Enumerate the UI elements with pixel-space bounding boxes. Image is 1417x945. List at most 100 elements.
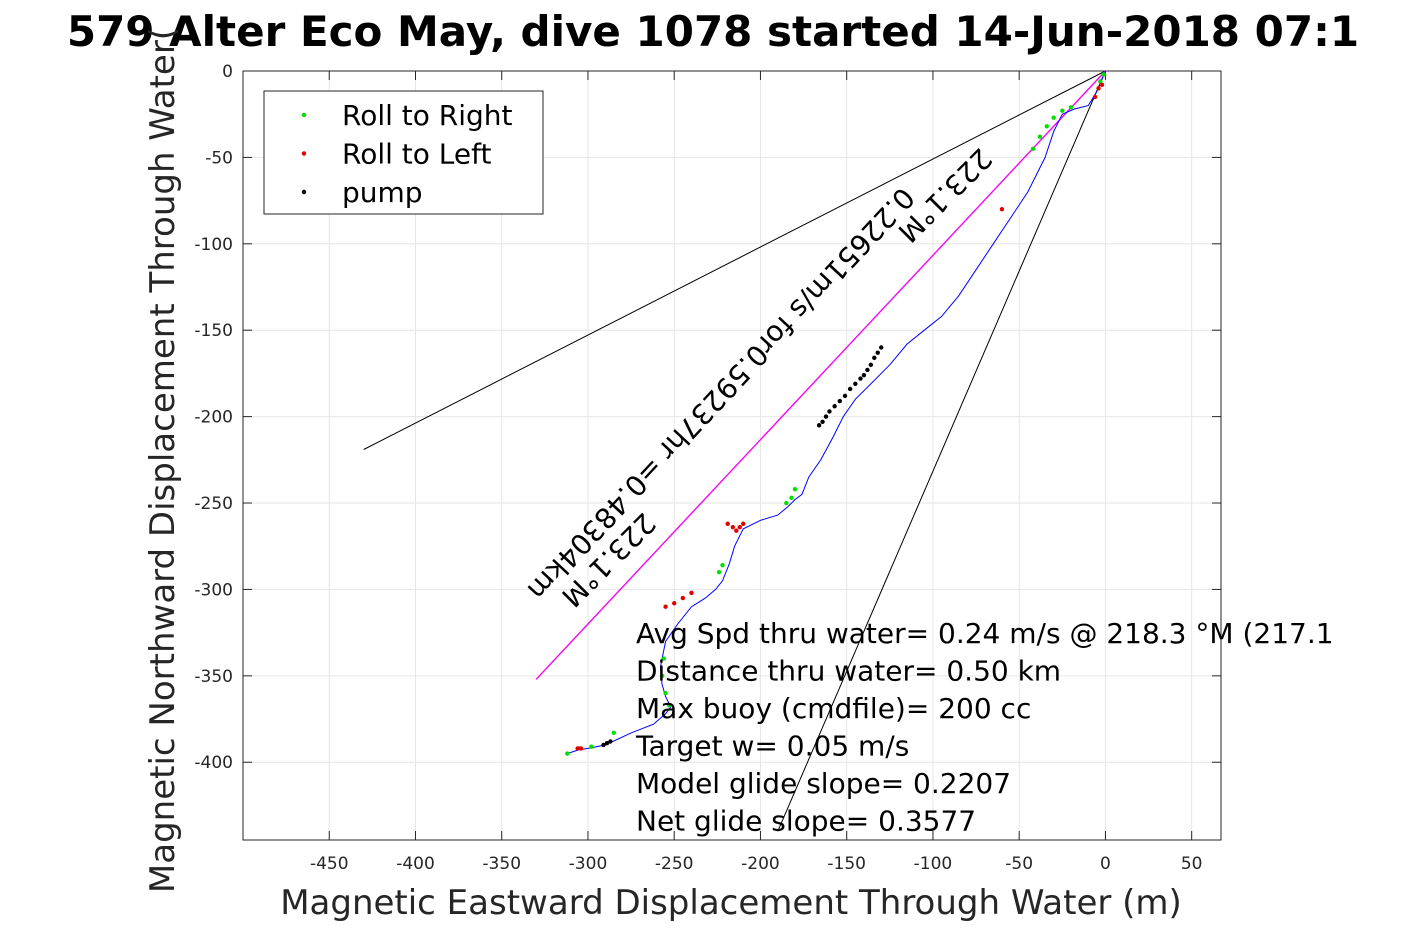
x-tick-label: -450 — [310, 854, 349, 874]
cone-line — [363, 70, 1106, 450]
roll-right-point — [1101, 72, 1106, 77]
pump-point — [820, 419, 825, 425]
annotation-line: Distance thru water= 0.50 km — [636, 655, 1061, 688]
x-axis-label: Magnetic Eastward Displacement Through W… — [280, 883, 1182, 923]
pump-point — [872, 355, 877, 361]
y-tick-label: -150 — [194, 321, 233, 341]
x-tick-label: 0 — [1100, 854, 1111, 874]
roll-right-point — [1051, 115, 1056, 120]
legend-label: Roll to Right — [342, 99, 513, 132]
pump-point — [842, 393, 848, 399]
roll-right-point — [611, 730, 617, 736]
y-tick-label: 0 — [222, 62, 233, 82]
pump-point — [853, 381, 858, 386]
pump-point — [865, 367, 870, 373]
pump-point — [847, 386, 853, 392]
legend-label: pump — [342, 176, 423, 209]
annotation-line: Target w= 0.05 m/s — [635, 730, 909, 763]
roll-left-point — [741, 521, 746, 526]
y-tick-label: -100 — [194, 235, 233, 255]
x-tick-label: -250 — [655, 854, 694, 874]
x-tick-label: -150 — [827, 854, 866, 874]
roll-left-point — [680, 595, 686, 601]
heading-line — [535, 70, 1106, 680]
roll-right-point — [1098, 79, 1103, 84]
legend-box — [263, 90, 544, 215]
roll-left-point — [578, 746, 584, 751]
pump-point — [875, 350, 880, 355]
pump-point — [816, 423, 822, 428]
pump-point — [861, 372, 867, 378]
roll-left-point — [1099, 82, 1105, 88]
pump-point — [879, 345, 884, 350]
roll-right-point — [666, 703, 672, 708]
pump-point — [837, 398, 843, 404]
pump-point — [608, 739, 613, 744]
roll-left-point — [730, 525, 736, 530]
roll-right-point — [784, 500, 789, 506]
annotation-line: Model glide slope= 0.2207 — [636, 767, 1011, 800]
roll-right-point — [792, 486, 798, 492]
x-tick-label: -300 — [569, 854, 608, 874]
axis-ticks: -450 -400 -350 -300 -250 -200 -150 -100 -50 0 50 0 -… — [194, 62, 1221, 874]
legend: Roll to Right Roll to Left pump — [263, 90, 544, 215]
pump-point — [827, 409, 832, 414]
roll-right-point — [661, 656, 667, 661]
y-axis-label: Magnetic Northward Displacement Through … — [143, 27, 183, 893]
y-tick-label: -350 — [194, 667, 233, 687]
legend-items: Roll to Right Roll to Left pump — [301, 99, 513, 209]
roll-right-point — [1030, 146, 1036, 151]
roll-right-point — [1068, 105, 1074, 110]
roll-left-point — [663, 604, 668, 609]
annotation-line: Avg Spd thru water= 0.24 m/s @ 218.3 °M … — [636, 617, 1334, 650]
x-tick-label: -400 — [396, 854, 435, 874]
track-line — [567, 70, 1106, 755]
x-tick-label: -100 — [914, 854, 953, 874]
pump-point — [832, 404, 837, 409]
roll-left-point — [737, 525, 742, 530]
roll-left-point — [734, 528, 739, 533]
roll-left-point — [1096, 86, 1101, 91]
annotation-line: Max buoy (cmdfile)= 200 cc — [636, 692, 1031, 725]
roll-left-point — [575, 746, 580, 751]
roll-left-point — [1092, 94, 1098, 100]
y-tick-label: -50 — [205, 148, 233, 168]
roll-right-point — [565, 751, 570, 756]
pump-point — [601, 742, 606, 748]
y-tick-label: -250 — [194, 494, 233, 514]
pump-point — [604, 741, 610, 746]
roll-left-point — [672, 601, 677, 606]
roll-right-point — [659, 673, 665, 679]
plot-area — [242, 70, 1222, 841]
roll-left-point — [689, 590, 694, 596]
roll-right-point — [589, 744, 594, 749]
y-tick-label: -300 — [194, 580, 233, 600]
annotation-line: Net glide slope= 0.3577 — [636, 805, 976, 838]
roll-right-point — [663, 690, 668, 696]
cone-line — [777, 70, 1106, 832]
legend-marker — [301, 189, 307, 195]
legend-marker — [301, 112, 307, 118]
x-tick-label: -50 — [1005, 854, 1033, 874]
chart-title: 579 Alter Eco May, dive 1078 started 14-… — [67, 7, 1359, 56]
annotations: Avg Spd thru water= 0.24 m/s @ 218.3 °M … — [635, 617, 1334, 838]
x-tick-label: 50 — [1181, 854, 1203, 874]
y-tick-label: -200 — [194, 408, 233, 428]
legend-label: Roll to Left — [342, 138, 491, 171]
legend-marker — [301, 151, 307, 156]
roll-left-point — [725, 521, 730, 526]
roll-right-point — [789, 495, 794, 501]
roll-right-point — [720, 563, 725, 568]
pump-point — [868, 362, 874, 367]
roll-right-point — [1044, 124, 1049, 129]
pump-point — [858, 376, 863, 381]
roll-right-point — [716, 569, 722, 575]
series-points — [565, 72, 1106, 756]
roll-right-point — [1060, 108, 1065, 113]
roll-left-point — [999, 207, 1005, 212]
rotated-labels: 223.1°M0.22651m/s for0.59237hr =0.48304k… — [521, 142, 999, 614]
x-tick-label: -350 — [482, 854, 521, 874]
series-lines — [363, 70, 1106, 832]
roll-right-point — [1037, 134, 1043, 139]
